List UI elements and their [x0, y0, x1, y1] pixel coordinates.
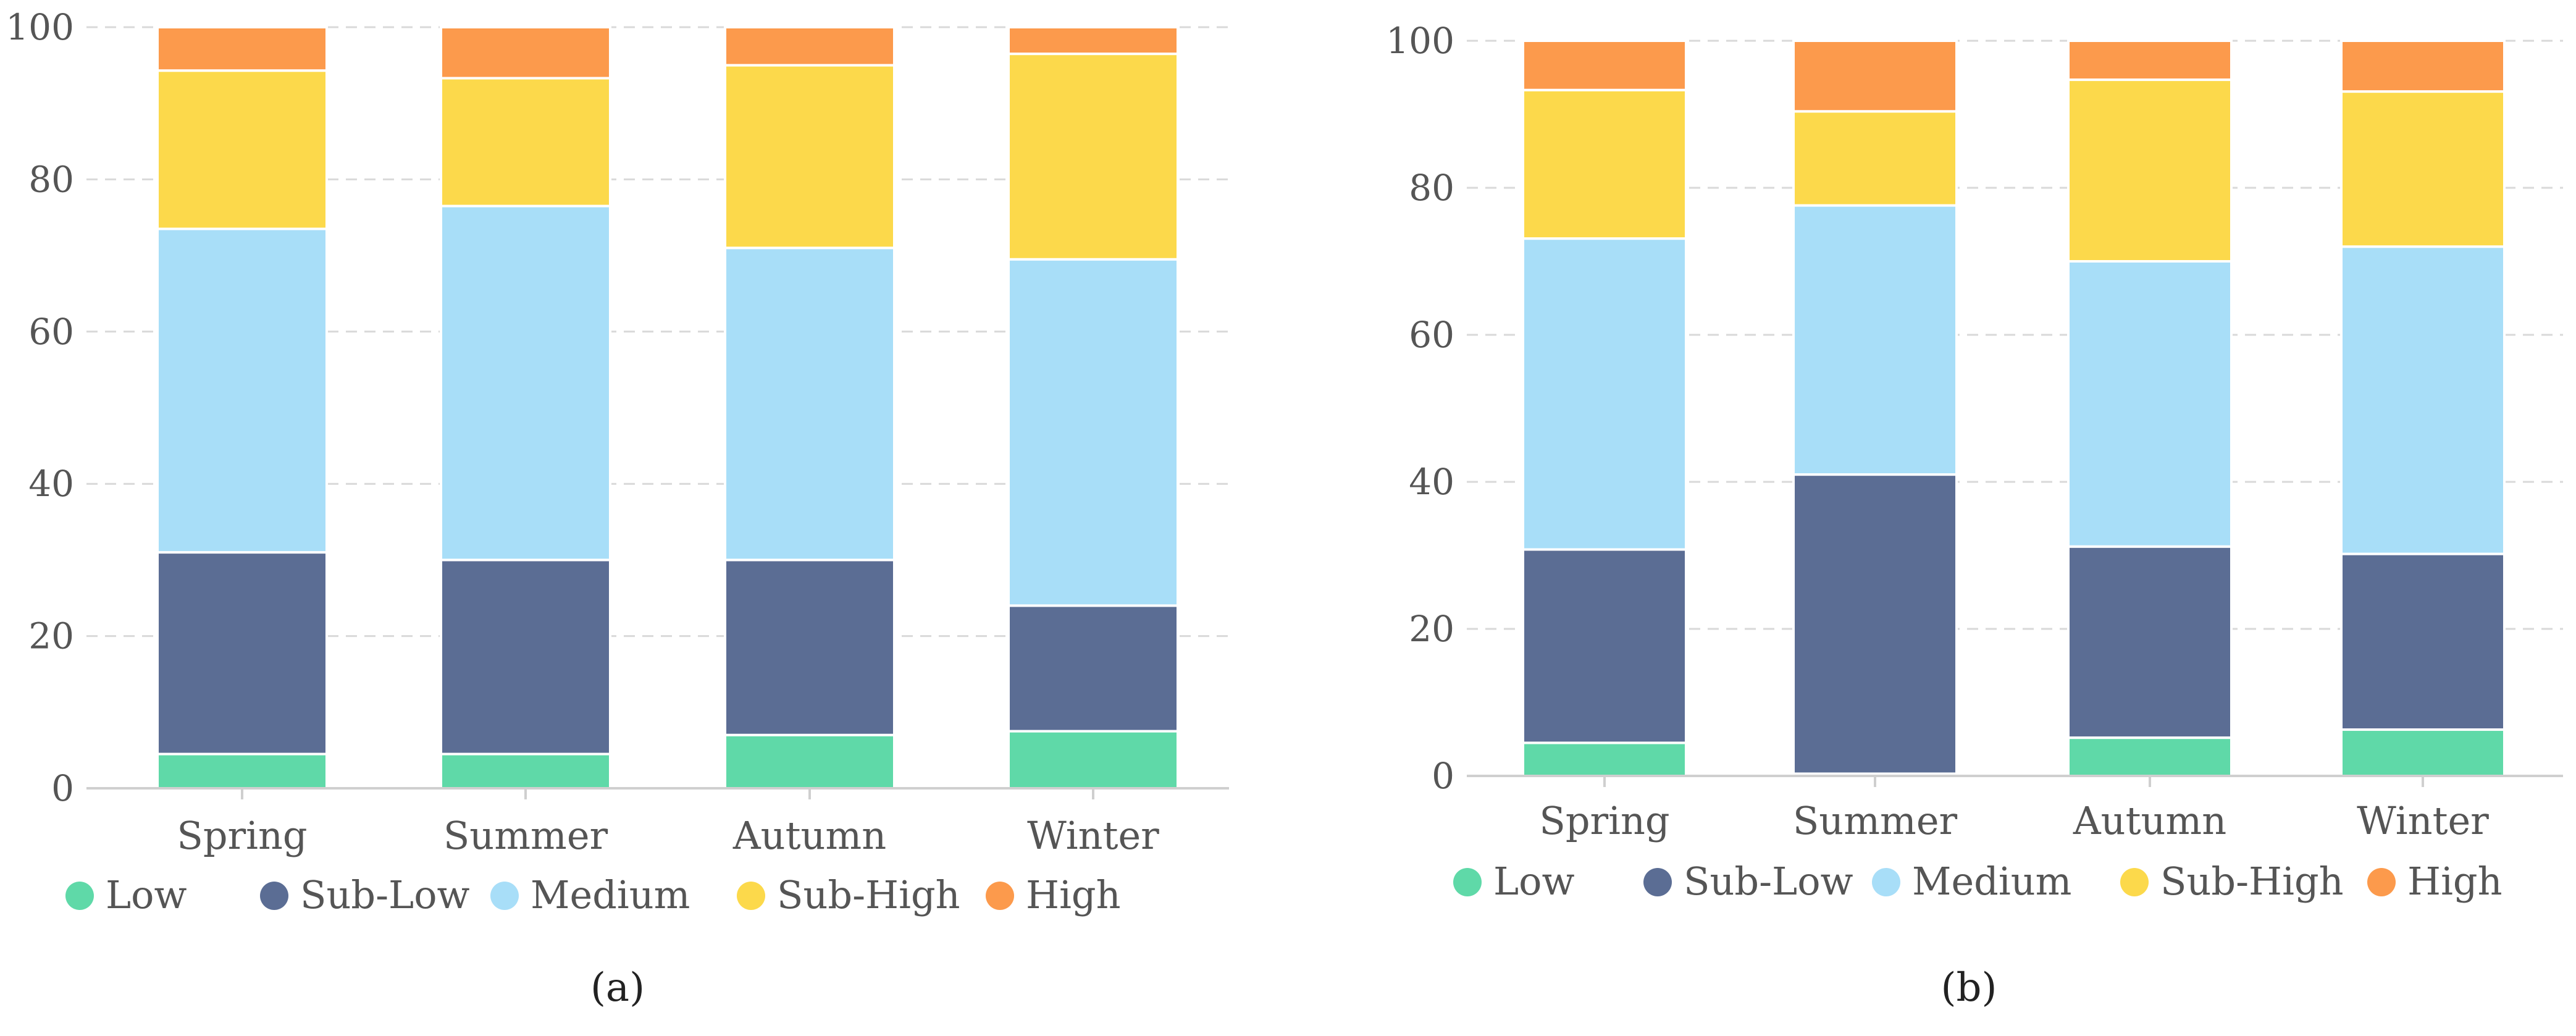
y-tick-label-b-100: 100	[1386, 20, 1454, 62]
bar-a-spring-high	[156, 26, 328, 72]
legend-marker-a-low	[65, 882, 94, 910]
bar-b-spring-sub-high	[1522, 88, 1687, 240]
legend-label-b-low: Low	[1493, 859, 1575, 904]
bar-a-autumn-sub-low	[724, 558, 896, 736]
bar-b-summer-sub-high	[1792, 110, 1958, 207]
panel-caption-a: (a)	[590, 965, 645, 1011]
legend-label-a-high: High	[1026, 872, 1121, 917]
bar-b-spring-sub-low	[1522, 548, 1687, 744]
panel-caption-b: (b)	[1941, 965, 1997, 1011]
y-tick-label-a-0: 0	[51, 767, 74, 809]
bar-a-winter-low	[1007, 730, 1179, 790]
y-tick-label-b-0: 0	[1432, 755, 1454, 797]
chart-panel-b: 0 20 40 60 80 100 Spring Summer Autumn Winter Low S…	[1386, 20, 2563, 1011]
bar-b-autumn-sub-high	[2067, 78, 2233, 263]
bar-b-autumn-high	[2067, 40, 2233, 82]
x-tick-label-a-winter: Winter	[1027, 813, 1159, 858]
legend-marker-b-low	[1453, 868, 1482, 896]
legend-label-a-low: Low	[106, 872, 187, 917]
legend-label-b-sub-low: Sub-Low	[1684, 859, 1853, 904]
legend-label-b-high: High	[2407, 859, 2503, 904]
x-tick-label-b-autumn: Autumn	[2073, 798, 2226, 843]
bar-a-spring-medium	[156, 227, 328, 554]
bar-b-winter-sub-high	[2340, 90, 2506, 248]
bar-a-summer-high	[440, 26, 611, 80]
x-tick-label-a-autumn: Autumn	[732, 813, 886, 858]
legend-marker-b-sub-low	[1643, 868, 1672, 896]
x-tick-label-b-winter: Winter	[2357, 798, 2489, 843]
legend-marker-a-sub-low	[260, 882, 288, 910]
bar-a-summer-low	[440, 752, 611, 790]
y-tick-label-b-20: 20	[1409, 608, 1454, 650]
legend-marker-a-sub-high	[737, 882, 765, 910]
legend-label-a-sub-high: Sub-High	[777, 872, 960, 917]
x-tick-label-b-summer: Summer	[1793, 798, 1958, 843]
bar-b-spring-high	[1522, 40, 1687, 91]
bar-b-summer-sub-low	[1792, 473, 1958, 775]
legend-b: Low Sub-Low Medium Sub-High High	[1453, 859, 2503, 904]
y-tick-label-b-60: 60	[1409, 314, 1454, 356]
bar-b-spring-low	[1522, 741, 1687, 777]
legend-a: Low Sub-Low Medium Sub-High High	[65, 872, 1121, 917]
legend-marker-b-medium	[1872, 868, 1900, 896]
y-tick-label-b-80: 80	[1409, 167, 1454, 209]
y-tick-label-a-20: 20	[28, 615, 74, 657]
legend-label-a-medium: Medium	[531, 872, 690, 917]
bar-a-autumn-low	[724, 733, 896, 790]
legend-marker-b-high	[2367, 868, 2396, 896]
y-tick-label-a-80: 80	[28, 158, 74, 200]
x-tick-label-a-spring: Spring	[177, 813, 307, 858]
legend-marker-b-sub-high	[2120, 868, 2149, 896]
x-tick-label-b-spring: Spring	[1539, 798, 1669, 843]
bar-b-winter-low	[2340, 728, 2506, 778]
y-tick-label-a-100: 100	[6, 6, 74, 48]
bar-b-summer-high	[1792, 40, 1958, 113]
bar-a-summer-sub-high	[440, 77, 611, 208]
bar-b-summer-medium	[1792, 204, 1958, 476]
legend-label-b-medium: Medium	[1912, 859, 2071, 904]
bar-a-winter-medium	[1007, 258, 1179, 607]
bar-b-winter-high	[2340, 40, 2506, 93]
legend-label-b-sub-high: Sub-High	[2160, 859, 2344, 904]
bar-a-autumn-medium	[724, 246, 896, 562]
bar-b-autumn-medium	[2067, 260, 2233, 548]
chart-panel-a: 0 20 40 60 80 100 Spring Summer Autumn Winter Low S…	[6, 6, 1229, 1011]
bar-a-autumn-high	[724, 26, 896, 67]
bar-b-autumn-sub-low	[2067, 545, 2233, 739]
x-tick-label-a-summer: Summer	[443, 813, 608, 858]
bar-b-autumn-low	[2067, 736, 2233, 777]
bar-a-spring-sub-high	[156, 69, 328, 230]
bar-a-spring-sub-low	[156, 551, 328, 756]
bar-b-winter-sub-low	[2340, 552, 2506, 731]
bar-a-winter-sub-low	[1007, 604, 1179, 733]
bar-a-summer-medium	[440, 204, 611, 562]
legend-label-a-sub-low: Sub-Low	[300, 872, 470, 917]
y-tick-label-b-40: 40	[1409, 461, 1454, 503]
bar-a-winter-sub-high	[1007, 53, 1179, 261]
bar-a-summer-sub-low	[440, 558, 611, 756]
bar-b-spring-medium	[1522, 237, 1687, 551]
bar-a-spring-low	[156, 752, 328, 790]
legend-marker-a-high	[986, 882, 1014, 910]
y-tick-label-a-60: 60	[28, 311, 74, 353]
y-tick-label-a-40: 40	[28, 463, 74, 505]
bar-b-winter-medium	[2340, 245, 2506, 555]
bar-a-winter-high	[1007, 26, 1179, 56]
legend-marker-a-medium	[490, 882, 519, 910]
bar-a-autumn-sub-high	[724, 64, 896, 250]
